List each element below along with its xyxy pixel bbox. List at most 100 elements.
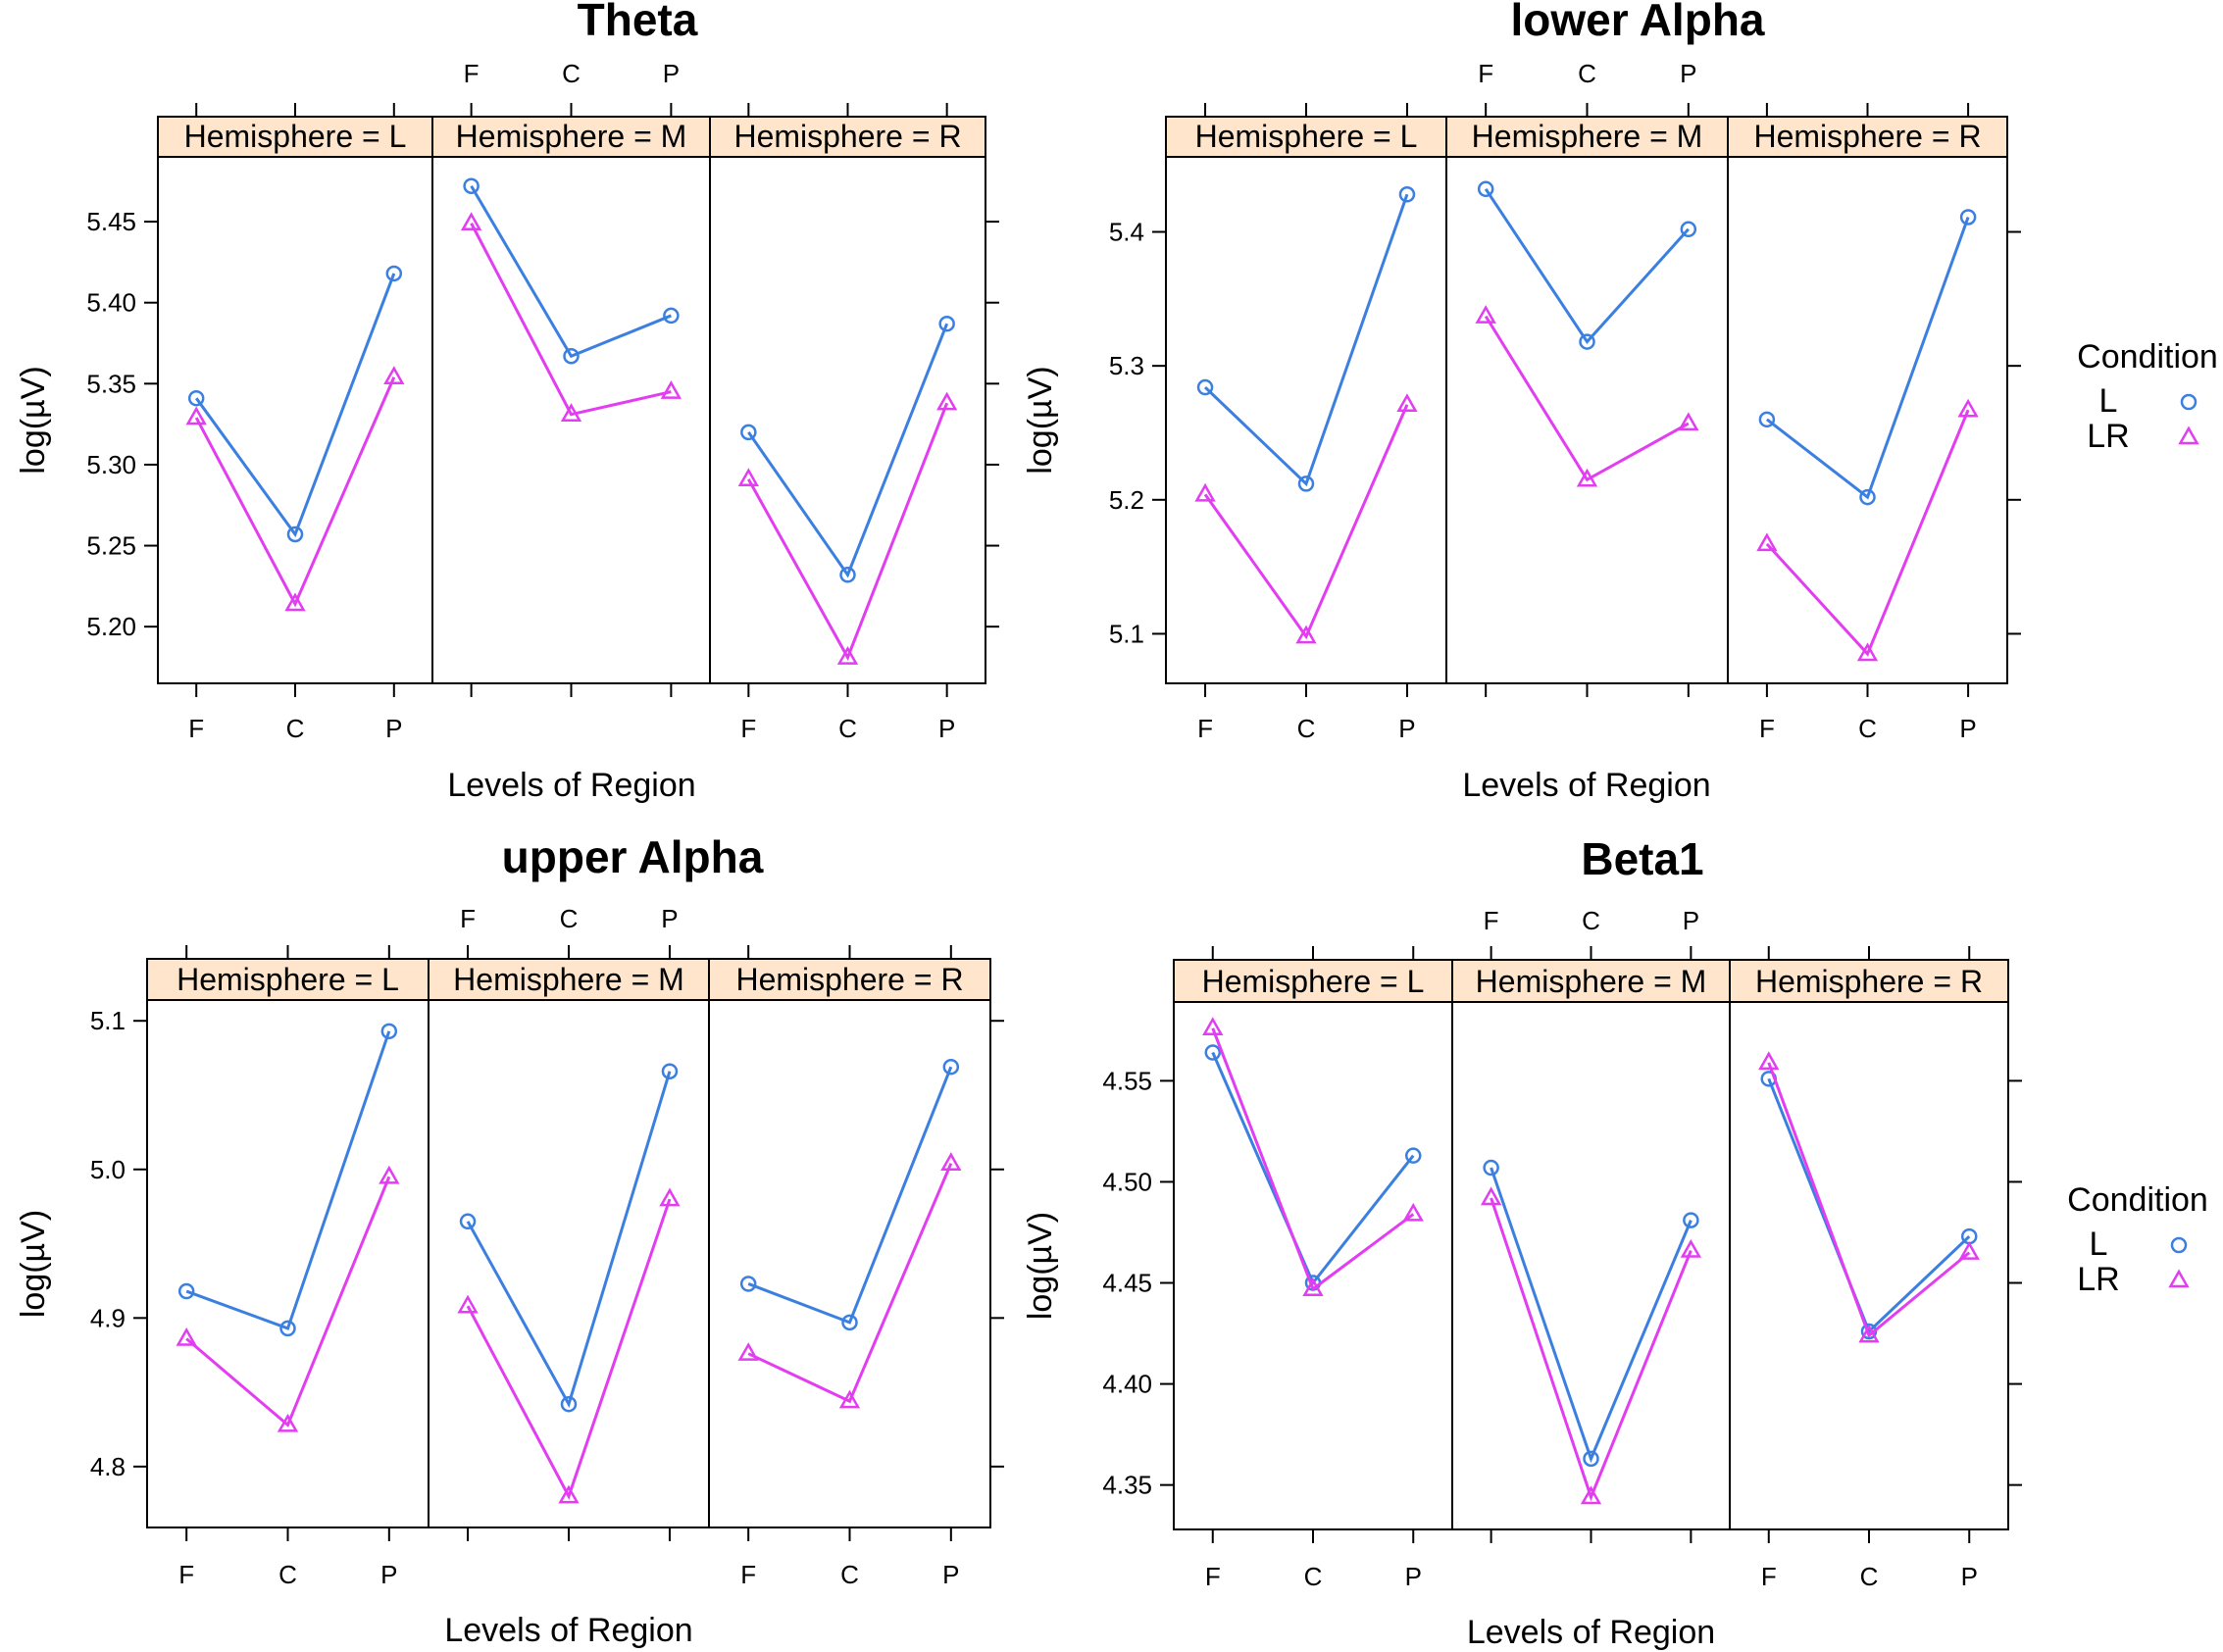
- chart-upper-alpha: upper Alpha Hemisphere = LF C P Hemisphere =…: [15, 831, 1004, 1649]
- y-tick-label: 5.45: [86, 207, 136, 236]
- data-point-l: [1680, 221, 1697, 238]
- y-axis: 5.1 5.2 5.3 5.4: [1109, 218, 2021, 648]
- data-point-l: [187, 389, 205, 407]
- data-point-l: [560, 1395, 578, 1413]
- series-line-lr: [1767, 1062, 1971, 1338]
- y-tick-label: 5.1: [1109, 619, 1144, 648]
- legend-title: Condition: [2077, 338, 2218, 375]
- data-point-lr: [1202, 1017, 1224, 1036]
- series-line-l: [194, 273, 396, 538]
- data-point-lr: [1580, 1485, 1602, 1505]
- chart-title: upper Alpha: [502, 831, 764, 882]
- y-tick-label: 4.40: [1102, 1370, 1152, 1399]
- data-point-l: [463, 177, 480, 194]
- panel-l: Hemisphere = L F C P: [146, 945, 429, 1589]
- data-point-lr: [1475, 305, 1496, 324]
- panel-r: Hemisphere = R F C P: [708, 945, 991, 1589]
- series-line-lr: [1211, 1027, 1415, 1292]
- panel-l: Hemisphere = L F C P: [1165, 103, 1447, 743]
- legend-entry-label: LR: [2077, 1261, 2119, 1298]
- data-point-lr: [460, 212, 482, 230]
- y-axis: 5.20 5.25 5.30 5.35 5.40 5.45: [86, 207, 999, 641]
- strip-label: Hemisphere = R: [733, 119, 961, 154]
- panel-m: Hemisphere = M F C P: [1445, 59, 1729, 697]
- data-point-l: [1959, 209, 1977, 225]
- series-line-lr: [1765, 409, 1970, 657]
- data-point-lr: [836, 646, 859, 665]
- x-tick-label: C: [1304, 1562, 1323, 1591]
- x-tick-label: C: [560, 904, 579, 933]
- data-point-lr: [383, 366, 405, 384]
- series-line-l: [470, 184, 672, 359]
- panel-frame: [708, 999, 991, 1528]
- data-point-lr: [379, 1165, 400, 1184]
- x-tick-label: C: [1582, 906, 1600, 935]
- chart-title: Theta: [578, 0, 698, 45]
- data-point-l: [661, 1063, 679, 1079]
- data-point-l: [1579, 333, 1595, 350]
- x-tick-label: F: [740, 714, 756, 743]
- series-line-lr: [470, 223, 672, 417]
- y-tick-label: 5.2: [1109, 485, 1144, 515]
- data-point-l: [177, 1282, 195, 1300]
- data-point-lr: [1194, 482, 1216, 502]
- data-point-l: [942, 1058, 960, 1076]
- panel-frame: [1729, 1001, 2009, 1530]
- x-tick-label: F: [1761, 1562, 1777, 1591]
- y-tick-label: 5.35: [86, 369, 136, 398]
- y-tick-label: 5.1: [90, 1006, 126, 1035]
- series-line-l: [1767, 1077, 1971, 1334]
- y-tick-label: 5.25: [86, 531, 136, 561]
- data-point-l: [1196, 378, 1214, 396]
- series-line-l: [1490, 1167, 1693, 1464]
- data-point-lr: [176, 1327, 197, 1346]
- data-point-lr: [1396, 393, 1418, 413]
- x-tick-label: C: [1858, 714, 1877, 743]
- strip-box: [709, 116, 986, 158]
- legend-marker-lr: [2178, 426, 2199, 445]
- panel-r: Hemisphere = R F C P: [1727, 103, 2008, 743]
- x-tick-label: F: [1197, 714, 1213, 743]
- panel-m: Hemisphere = M F C P: [1451, 906, 1731, 1543]
- legend-entry-label: L: [2090, 1226, 2108, 1263]
- series-line-l: [1211, 1051, 1415, 1286]
- x-tick-label: C: [1297, 714, 1316, 743]
- x-axis-label: Levels of Region: [1467, 1614, 1715, 1651]
- data-point-l: [841, 1314, 858, 1331]
- data-point-lr: [1756, 532, 1778, 552]
- y-axis-label: log(µV): [1022, 1212, 1059, 1320]
- strip-box: [157, 116, 433, 158]
- x-tick-label: P: [942, 1560, 959, 1589]
- data-point-l: [1477, 180, 1494, 198]
- series-line-l: [185, 1030, 391, 1330]
- data-point-lr: [1402, 1202, 1424, 1222]
- data-point-l: [385, 265, 403, 282]
- data-point-l: [563, 347, 580, 365]
- x-axis-label: Levels of Region: [444, 1612, 692, 1649]
- strip-label: Hemisphere = L: [184, 119, 407, 154]
- data-point-l: [1483, 1159, 1499, 1176]
- data-point-l: [663, 307, 680, 325]
- strip-label: Hemisphere = M: [1476, 964, 1707, 999]
- data-point-lr: [1302, 1277, 1324, 1296]
- data-point-lr: [1957, 398, 1979, 418]
- data-point-l: [1583, 1450, 1599, 1468]
- x-tick-label: C: [1860, 1562, 1879, 1591]
- panel-r: Hemisphere = R F C P: [1729, 946, 2009, 1591]
- legend-marker-lr: [2168, 1269, 2190, 1288]
- y-tick-label: 4.55: [1102, 1066, 1152, 1095]
- data-point-lr: [560, 403, 582, 422]
- y-tick-label: 5.0: [90, 1155, 126, 1184]
- legend-title: Condition: [2067, 1181, 2208, 1219]
- x-tick-label: P: [661, 904, 678, 933]
- strip-label: Hemisphere = M: [453, 962, 684, 997]
- legend-marker-l: [2180, 393, 2198, 411]
- x-tick-label: F: [740, 1560, 756, 1589]
- data-point-lr: [277, 1413, 299, 1432]
- data-point-lr: [936, 391, 958, 411]
- series-line-lr: [185, 1176, 391, 1427]
- strip-box: [146, 958, 429, 1001]
- y-tick-label: 4.9: [90, 1303, 126, 1332]
- data-point-l: [1297, 476, 1315, 492]
